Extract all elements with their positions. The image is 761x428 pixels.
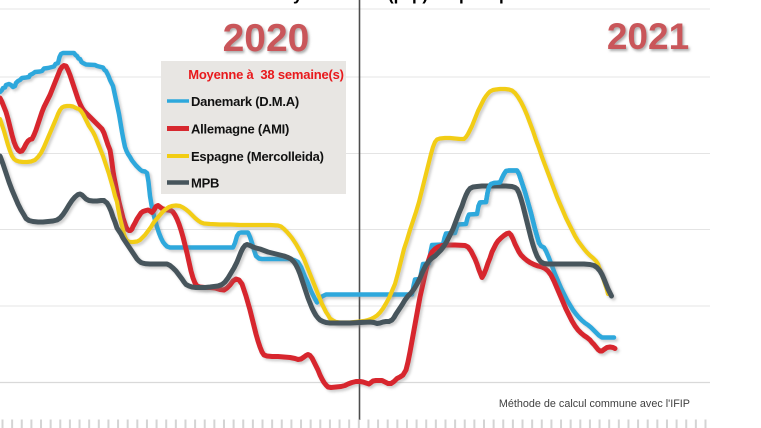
svg-text:MPB: MPB — [191, 176, 219, 191]
svg-text:p): p) — [412, 0, 428, 4]
svg-text:Allemagne (AMI): Allemagne (AMI) — [191, 122, 289, 137]
svg-text:2021: 2021 — [607, 16, 689, 57]
svg-text:p: p — [499, 0, 509, 4]
svg-text:2020: 2020 — [223, 17, 310, 60]
svg-text:Espagne (Mercolleida): Espagne (Mercolleida) — [191, 149, 324, 164]
svg-text:Danemark (D.M.A): Danemark (D.M.A) — [191, 94, 299, 109]
svg-text:(p: (p — [388, 0, 404, 4]
svg-text:y: y — [293, 0, 303, 4]
svg-text:p: p — [459, 0, 469, 4]
svg-text:Méthode de calcul commune avec: Méthode de calcul commune avec l'IFIP — [499, 398, 690, 410]
svg-text:Moyenne à 38 semaine(s): Moyenne à 38 semaine(s) — [188, 67, 344, 82]
